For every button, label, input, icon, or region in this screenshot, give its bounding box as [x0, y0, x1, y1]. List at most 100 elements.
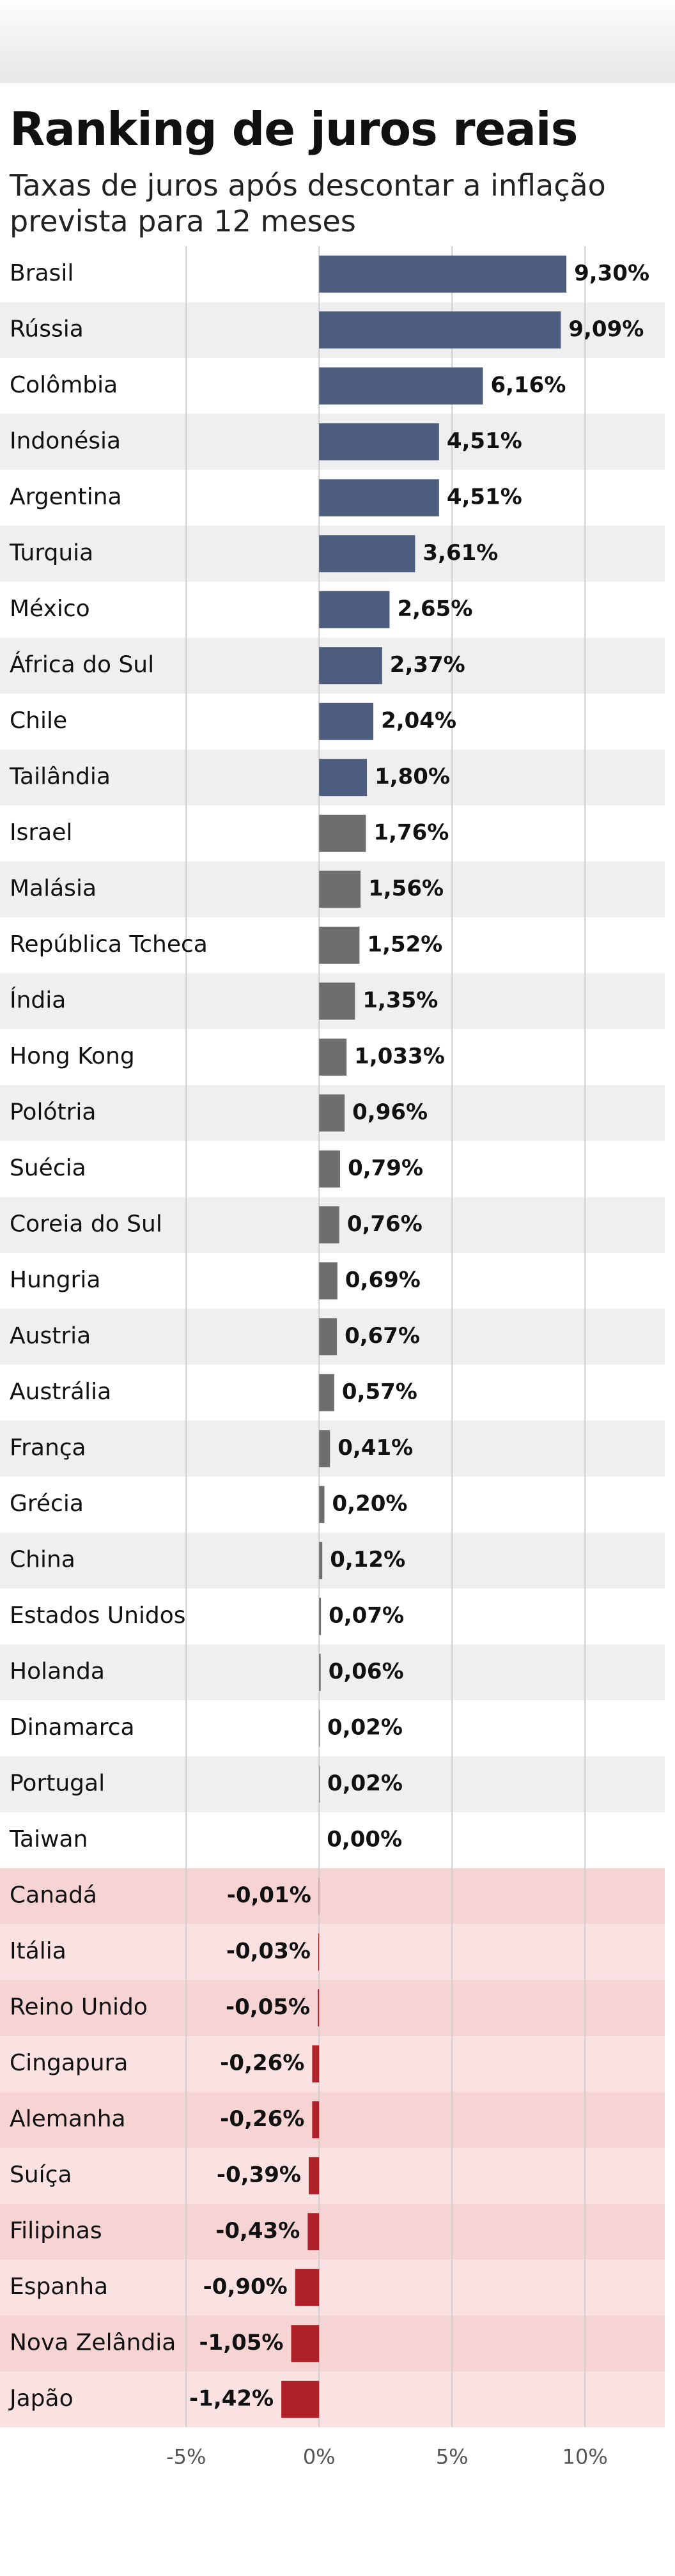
bar	[319, 1542, 323, 1579]
value-label: 1,033%	[354, 1043, 445, 1069]
bar	[319, 1318, 338, 1356]
bar	[308, 2157, 320, 2194]
row-stripe	[0, 1420, 665, 1477]
value-label: 1,76%	[373, 819, 449, 845]
row-stripe	[0, 2315, 665, 2371]
category-label: Espanha	[10, 2274, 108, 2300]
value-label: -0,39%	[217, 2162, 301, 2187]
row-stripe	[0, 1700, 665, 1757]
value-label: -1,05%	[199, 2330, 283, 2355]
value-label: 2,04%	[381, 708, 456, 733]
row-stripe	[0, 2371, 665, 2428]
value-label: 0,06%	[329, 1659, 404, 1684]
bar	[319, 255, 567, 293]
bar	[319, 1597, 322, 1635]
bar	[319, 423, 439, 461]
bar	[319, 1150, 341, 1188]
category-label: Austria	[10, 1323, 91, 1349]
row-stripe	[0, 2148, 665, 2204]
category-label: Polótria	[10, 1099, 96, 1125]
category-label: Tailândia	[9, 763, 111, 789]
category-label: Cingapura	[10, 2050, 128, 2076]
value-label: 0,76%	[347, 1211, 423, 1237]
value-label: 1,35%	[362, 988, 438, 1013]
value-label: 0,07%	[329, 1602, 404, 1628]
value-label: -0,05%	[226, 1994, 310, 2020]
value-label: 2,65%	[397, 596, 472, 621]
bar	[318, 1933, 320, 1971]
category-label: Hong Kong	[10, 1043, 135, 1069]
category-label: China	[10, 1546, 75, 1572]
row-stripe	[0, 1924, 665, 1980]
category-label: Chile	[10, 708, 67, 734]
row-stripe	[0, 2203, 665, 2260]
x-tick-label: 5%	[436, 2445, 469, 2469]
bar	[319, 591, 390, 628]
bar	[319, 1765, 320, 1803]
bar	[307, 2213, 320, 2251]
chart-subtitle: Taxas de juros após descontar a inflação…	[10, 168, 606, 238]
bar	[319, 982, 355, 1020]
category-label: Coreia do Sul	[10, 1211, 162, 1237]
x-tick-label: -5%	[166, 2445, 206, 2469]
bar	[291, 2325, 320, 2363]
row-stripe	[0, 1588, 665, 1645]
row-stripe	[0, 1644, 665, 1700]
row-stripe	[0, 1532, 665, 1588]
row-stripe	[0, 1477, 665, 1533]
bar	[319, 1262, 338, 1300]
category-label: Japão	[8, 2386, 74, 2412]
value-label: -0,90%	[203, 2274, 288, 2299]
bar	[319, 1486, 325, 1523]
bar	[319, 871, 361, 908]
value-label: 0,12%	[330, 1547, 405, 1572]
value-label: 3,61%	[423, 540, 498, 566]
row-stripe	[0, 1868, 665, 1924]
category-label: Turquia	[9, 539, 93, 566]
category-label: Índia	[10, 986, 66, 1013]
bar	[319, 926, 360, 964]
bar	[319, 759, 368, 796]
bar	[312, 2045, 320, 2083]
bar	[319, 1709, 320, 1747]
row-stripe	[0, 2260, 665, 2316]
category-label: África do Sul	[10, 651, 154, 678]
value-label: -0,01%	[227, 1882, 311, 1908]
bar	[319, 702, 374, 740]
category-label: Malásia	[10, 875, 97, 901]
bar	[318, 1989, 320, 2027]
category-label: Suíça	[10, 2162, 72, 2188]
value-label: -0,26%	[220, 2050, 304, 2076]
category-label: Portugal	[10, 1770, 105, 1796]
category-label: Hungria	[10, 1267, 100, 1293]
bar	[319, 814, 366, 852]
category-label: Alemanha	[10, 2106, 126, 2132]
bar	[295, 2269, 320, 2306]
bar	[319, 479, 439, 516]
category-label: Brasil	[10, 260, 74, 286]
row-stripe	[0, 2036, 665, 2092]
category-label: Dinamarca	[10, 1714, 135, 1741]
category-label: Holanda	[10, 1658, 105, 1684]
bar	[319, 1094, 345, 1132]
category-label: Estados Unidos	[10, 1602, 186, 1629]
value-label: -0,43%	[215, 2218, 300, 2244]
value-label: 9,09%	[568, 316, 644, 342]
bar	[319, 1038, 347, 1076]
x-tick-label: 0%	[303, 2445, 336, 2469]
category-label: Israel	[10, 819, 72, 846]
value-label: 0,67%	[345, 1323, 420, 1349]
value-label: 6,16%	[490, 372, 566, 398]
value-label: 4,51%	[447, 484, 522, 509]
bar	[319, 367, 483, 405]
bar	[319, 311, 561, 349]
category-label: Taiwan	[9, 1826, 88, 1852]
category-label: Canadá	[10, 1882, 97, 1908]
value-label: 0,20%	[332, 1491, 408, 1516]
value-label: 0,96%	[352, 1099, 428, 1125]
category-label: México	[10, 596, 90, 622]
value-label: 0,02%	[327, 1771, 403, 1796]
category-label: França	[10, 1434, 86, 1461]
